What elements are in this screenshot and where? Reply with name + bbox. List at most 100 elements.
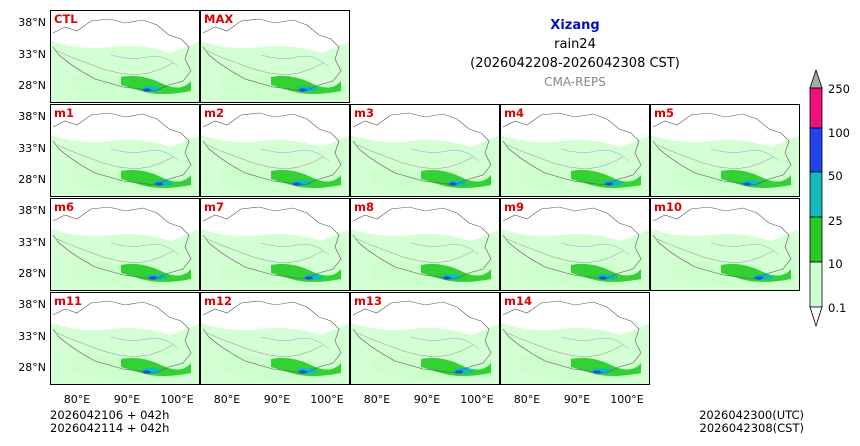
map-canvas [651,206,799,290]
lon-label: 80°E [513,393,541,406]
lat-label: 33°N [18,48,46,61]
region-border [502,206,642,280]
rain-very-heavy-area [155,182,163,186]
country-border [356,332,474,358]
rain-moderate-area [121,357,191,376]
river-line [110,336,180,350]
colorbar-label: 50 [828,169,843,183]
panel-m7: m7 [200,198,350,291]
river-line [110,242,180,256]
country-border [56,332,174,358]
panel-label: m8 [354,200,374,214]
rain-moderate-area [421,169,491,188]
river-line [260,336,330,350]
panel-m10: m10 [650,198,800,291]
rain-very-heavy-area [755,276,763,280]
lat-label: 28°N [18,361,46,374]
colorbar-band-25 [809,216,823,263]
region-border [352,206,492,280]
region-border [202,18,342,92]
country-border [506,238,624,264]
colorbar-band-100 [809,127,823,173]
panel-label: m13 [354,294,382,308]
rain-very-heavy-area [299,370,307,374]
colorbar-label: 0.1 [828,301,847,315]
country-border [356,144,474,170]
panel-label: m11 [54,294,82,308]
region-border [502,300,642,374]
panel-m9: m9 [500,198,650,291]
rain-very-heavy-area [449,182,457,186]
rain-very-heavy-area [299,88,307,92]
country-border [206,332,324,358]
rain-very-heavy-area [599,276,607,280]
region-title: Xizang [550,18,600,33]
map-canvas [201,112,349,196]
rain-moderate-area [571,263,641,282]
country-border [506,144,624,170]
river-line [260,54,330,68]
lon-label: 100°E [310,393,344,406]
rain-moderate-area [271,263,341,282]
lon-label: 90°E [263,393,291,406]
map-canvas [651,112,799,196]
region-border [202,300,342,374]
variable-title: rain24 [554,37,596,52]
rain-very-heavy-area [605,182,613,186]
panel-m12: m12 [200,292,350,385]
panel-label: CTL [54,12,78,26]
lon-label: 80°E [213,393,241,406]
colorbar-band-50 [809,171,823,218]
panel-label: m14 [504,294,532,308]
region-border [52,206,192,280]
map-canvas [201,206,349,290]
colorbar-under-arrow [809,306,823,328]
init-cst: 2026042114 + 042h [50,421,170,435]
rain-moderate-area [271,75,341,94]
lat-label: 38°N [18,298,46,311]
panel-max: MAX [200,10,350,103]
region-border [652,206,792,280]
valid-time-block: 2026042300(UTC) 2026042308(CST) [699,409,804,435]
lon-label: 80°E [63,393,91,406]
river-line [410,148,480,162]
period-title: (2026042208-2026042308 CST) [470,56,680,71]
colorbar-label: 25 [828,214,843,228]
colorbar-label: 100 [828,126,850,140]
rain-moderate-area [271,357,341,376]
map-canvas [501,112,649,196]
map-canvas [51,300,199,384]
region-border [52,18,192,92]
panel-m2: m2 [200,104,350,197]
map-canvas [351,112,499,196]
panel-m3: m3 [350,104,500,197]
panel-label: m6 [54,200,74,214]
map-canvas [201,18,349,102]
country-border [206,144,324,170]
lon-label: 100°E [610,393,644,406]
river-line [110,54,180,68]
colorbar-over-arrow [809,68,823,89]
panel-label: m5 [654,106,674,120]
lat-label: 38°N [18,110,46,123]
panel-m1: m1 [50,104,200,197]
country-border [56,50,174,76]
lon-label: 90°E [113,393,141,406]
rain-moderate-area [571,357,641,376]
map-canvas [351,300,499,384]
country-border [206,50,324,76]
lat-label: 33°N [18,330,46,343]
river-line [560,242,630,256]
colorbar-label: 10 [828,257,843,271]
river-line [710,148,780,162]
panel-m5: m5 [650,104,800,197]
lat-label: 33°N [18,236,46,249]
river-line [260,242,330,256]
country-border [356,238,474,264]
init-time-block: 2026042106 + 042h 2026042114 + 042h [50,409,169,435]
lat-label: 38°N [18,16,46,29]
colorbar-label: 250 [828,82,850,96]
panel-label: m1 [54,106,74,120]
panel-label: m12 [204,294,232,308]
panel-label: m7 [204,200,224,214]
